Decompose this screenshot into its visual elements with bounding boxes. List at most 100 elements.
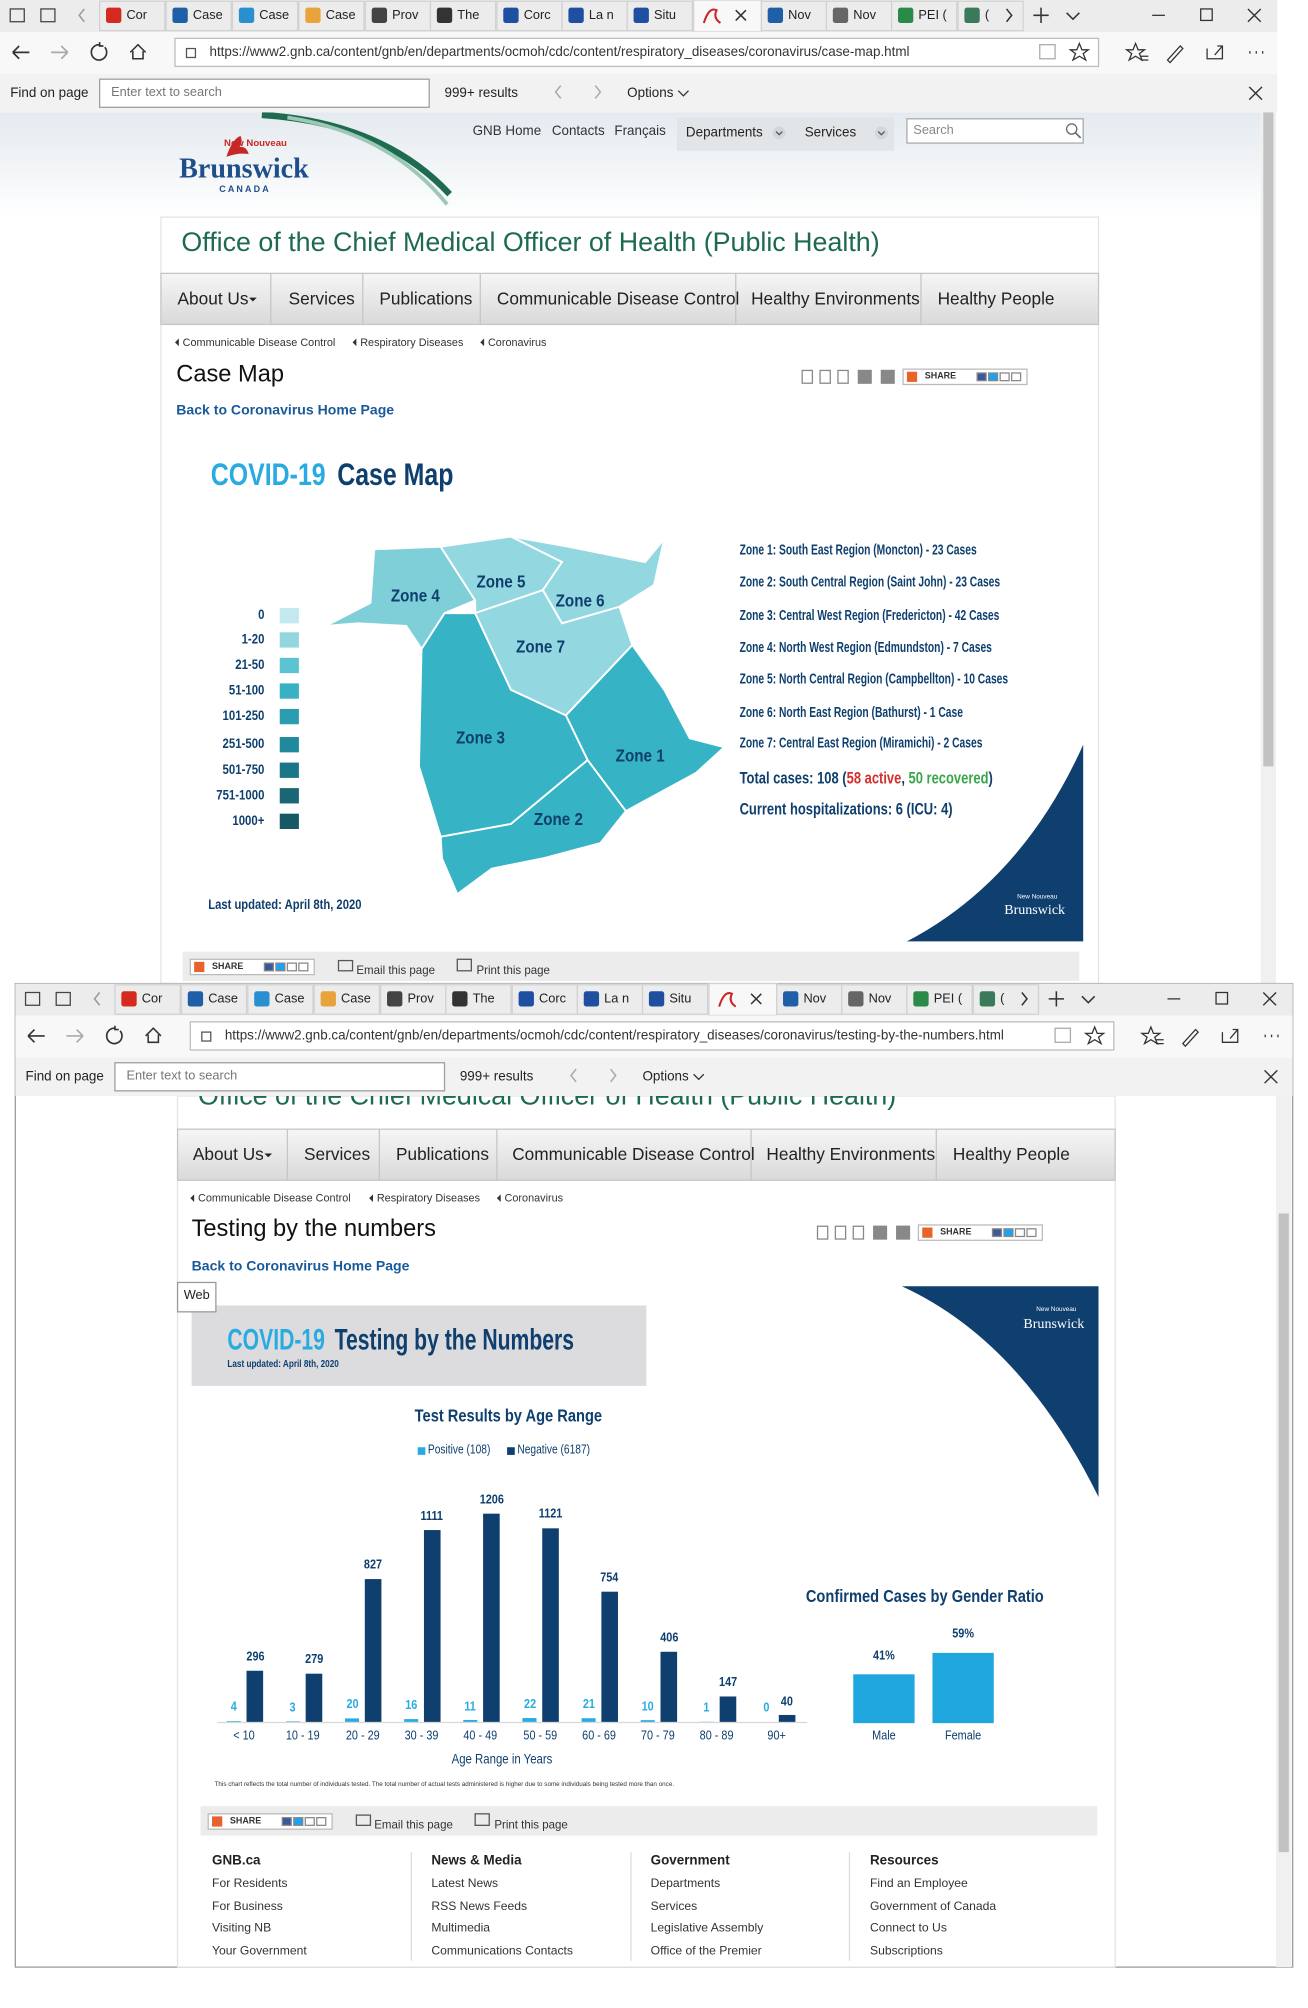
nav-item[interactable]: Healthy Environments [766,1144,936,1164]
scroll-tabs-left[interactable] [78,8,85,23]
tab-title[interactable]: Nov [853,8,876,23]
tab-preview[interactable] [1066,12,1080,21]
new-tab[interactable] [1048,991,1065,1007]
footer-link[interactable]: Multimedia [431,1921,491,1936]
nav-item[interactable]: Publications [379,288,473,309]
header-menu-item[interactable]: Departments [685,124,763,141]
find-previous[interactable] [569,1068,577,1083]
find-placeholder[interactable]: Enter text to search [126,1069,238,1084]
restore[interactable] [1200,8,1213,22]
breadcrumb[interactable]: Coronavirus [504,1191,564,1205]
set-aside-icon[interactable] [40,8,56,23]
nav-item[interactable]: Healthy People [952,1144,1070,1164]
tab-title[interactable]: Case [192,8,223,23]
share-label[interactable]: SHARE [924,372,957,382]
footer-link[interactable]: Office of the Premier [650,1943,762,1958]
tab-title[interactable]: Corc [539,992,567,1007]
home[interactable] [145,1027,162,1044]
page-tool-icon[interactable] [801,369,814,384]
nav-item[interactable]: Healthy People [937,288,1055,309]
footer-link[interactable]: Departments [650,1876,721,1891]
address-box[interactable] [174,37,1100,68]
nav-item[interactable]: Healthy Environments [751,288,920,309]
active-tab[interactable] [692,0,762,33]
email-link[interactable]: Email this page [374,1818,453,1832]
tab-title[interactable]: La n [588,8,614,23]
tab-title[interactable]: Case [259,8,290,23]
breadcrumb[interactable]: Coronavirus [487,335,547,349]
scroll-thumb[interactable] [1263,112,1274,767]
close-window[interactable] [1247,8,1262,23]
tab-title[interactable]: Cor [126,8,148,23]
email-link[interactable]: Email this page [356,963,435,977]
address-box[interactable] [189,1021,1115,1051]
tab-title[interactable]: Nov [868,992,892,1007]
options-chevron[interactable] [693,1073,705,1081]
share-button[interactable] [902,368,1028,386]
header-link[interactable]: Français [614,123,666,139]
scroll-tabs-right[interactable] [1005,8,1013,23]
share-button[interactable] [207,1813,333,1830]
footer-link[interactable]: Find an Employee [869,1876,968,1891]
find-input[interactable] [114,1062,446,1092]
page-tool-icon[interactable] [816,1225,829,1240]
tab-actions-icon[interactable] [9,8,25,23]
header-link[interactable]: GNB Home [472,123,542,139]
tab-title[interactable]: Case [208,992,239,1007]
header-menu-item[interactable]: Services [804,124,857,141]
tab-title[interactable]: Prov [407,992,434,1007]
nav-item[interactable]: Services [288,288,355,309]
share[interactable] [1206,45,1224,60]
nav-item[interactable]: Services [304,1144,371,1164]
print-link[interactable]: Print this page [494,1818,568,1832]
footer-link[interactable]: Your Government [212,1943,307,1958]
nav-item[interactable]: Publications [395,1144,489,1164]
tab-title[interactable]: Case [274,992,305,1007]
footer-link[interactable]: Government of Canada [869,1899,997,1914]
tab-title[interactable]: La n [604,992,630,1007]
footer-link[interactable]: Subscriptions [869,1943,943,1958]
tab-title[interactable]: Corc [523,8,551,23]
breadcrumb[interactable]: Respiratory Diseases [360,335,464,349]
close-find[interactable] [1264,1069,1278,1084]
share-button[interactable] [917,1224,1043,1241]
tab-title[interactable]: Situ [654,8,677,23]
find-placeholder[interactable]: Enter text to search [111,85,222,100]
scroll-thumb[interactable] [1278,1213,1289,1853]
share-label[interactable]: SHARE [229,1817,262,1826]
find-options[interactable]: Options [627,85,674,101]
footer-link[interactable]: RSS News Feeds [431,1899,528,1914]
page-tool-icon[interactable] [834,1225,847,1240]
tab-preview[interactable] [1081,995,1096,1004]
tab-title[interactable]: Prov [392,8,419,23]
back[interactable] [12,45,30,60]
tab-title[interactable]: PEI ( [933,992,963,1007]
close-window[interactable] [1262,991,1277,1006]
nav-item[interactable]: Communicable Disease Control [496,288,740,309]
forward[interactable] [51,45,69,60]
search-box[interactable] [906,118,1084,144]
tab-title[interactable]: Nov [803,992,827,1007]
tab-title[interactable]: Case [325,8,356,23]
footer-link[interactable]: For Business [212,1899,283,1914]
page-tool-icon[interactable] [896,1225,911,1240]
reading-view[interactable] [1054,1027,1072,1043]
footer-link[interactable]: Legislative Assembly [650,1921,764,1936]
nav-item[interactable]: About Us [177,288,249,309]
tab-title[interactable]: Cor [141,992,163,1007]
page-tool-icon[interactable] [857,369,872,384]
forward[interactable] [66,1028,84,1043]
active-tab[interactable] [708,982,778,1017]
find-next[interactable] [609,1068,617,1083]
footer-link[interactable]: Services [650,1899,698,1914]
notes[interactable] [1166,45,1184,64]
find-next[interactable] [594,85,602,99]
find-previous[interactable] [554,85,562,99]
tab-actions-icon[interactable] [24,991,41,1006]
nav-item[interactable]: Communicable Disease Control [512,1144,755,1164]
scroll-tabs-left[interactable] [93,992,101,1006]
find-input[interactable] [98,78,430,108]
breadcrumb[interactable]: Communicable Disease Control [182,335,336,349]
breadcrumb[interactable]: Communicable Disease Control [197,1191,351,1205]
footer-link[interactable]: For Residents [212,1876,288,1891]
